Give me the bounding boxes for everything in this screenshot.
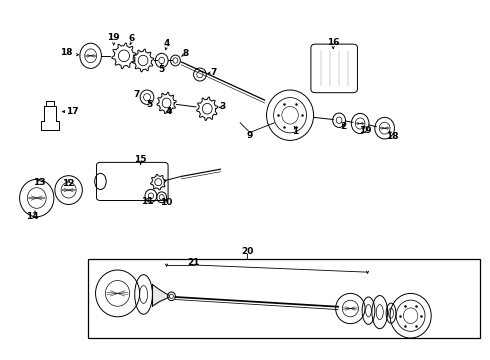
Text: 14: 14 [25, 212, 38, 220]
Text: 2: 2 [340, 122, 346, 131]
Text: 19: 19 [359, 126, 372, 135]
Text: 7: 7 [133, 90, 140, 99]
Text: 7: 7 [210, 68, 217, 77]
Text: 4: 4 [163, 39, 170, 48]
Text: 15: 15 [134, 155, 147, 163]
Text: 17: 17 [66, 107, 79, 116]
Text: 19: 19 [107, 33, 120, 42]
Text: 20: 20 [241, 248, 254, 256]
Text: 5: 5 [159, 65, 165, 74]
Text: 4: 4 [166, 107, 172, 116]
Text: 9: 9 [246, 131, 253, 140]
Text: 11: 11 [141, 197, 153, 206]
Text: 21: 21 [187, 258, 200, 266]
Text: 5: 5 [147, 100, 152, 109]
Text: 1: 1 [293, 127, 298, 136]
Text: 18: 18 [386, 132, 398, 141]
Text: 16: 16 [327, 38, 340, 47]
Text: 3: 3 [220, 103, 226, 112]
Text: 13: 13 [33, 179, 46, 188]
Text: 6: 6 [128, 34, 134, 43]
Text: 10: 10 [160, 198, 173, 207]
Text: 12: 12 [62, 179, 75, 188]
Text: 8: 8 [182, 49, 188, 58]
Text: 18: 18 [60, 48, 73, 57]
Bar [88, 259, 480, 338]
